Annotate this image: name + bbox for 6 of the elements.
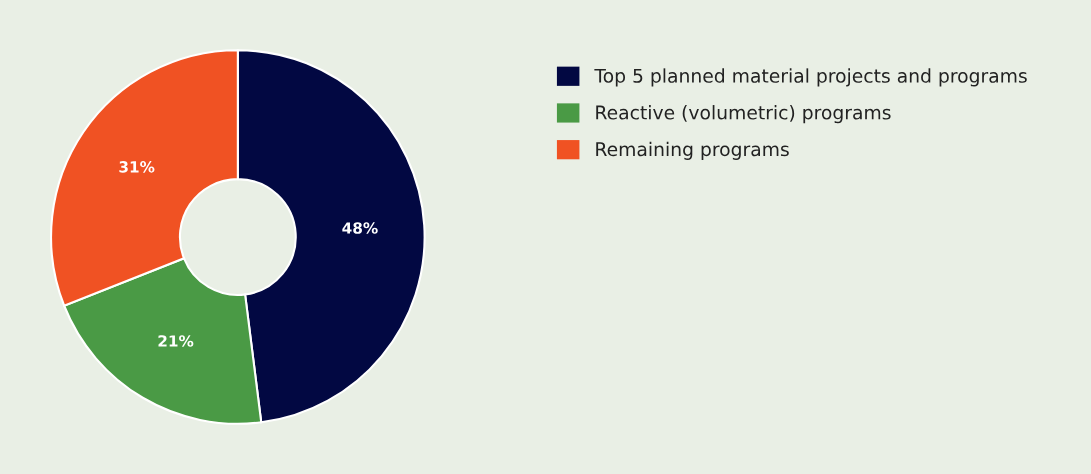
data-label: 31% <box>119 161 155 173</box>
data-label: 48% <box>342 222 378 234</box>
legend-label: Reactive (volumetric) programs <box>596 105 891 124</box>
legend-label: Top 5 planned material projects and programs <box>594 68 1027 87</box>
data-label: 21% <box>158 335 194 347</box>
legend-label: Remaining programs <box>596 141 789 160</box>
